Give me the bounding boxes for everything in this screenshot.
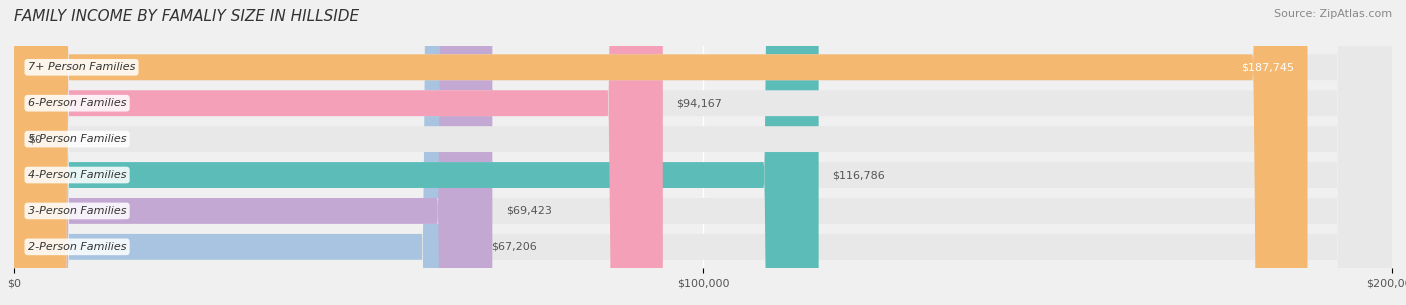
FancyBboxPatch shape bbox=[14, 0, 662, 305]
Text: Source: ZipAtlas.com: Source: ZipAtlas.com bbox=[1274, 9, 1392, 19]
FancyBboxPatch shape bbox=[14, 0, 818, 305]
Text: 7+ Person Families: 7+ Person Families bbox=[28, 62, 135, 72]
Text: 5-Person Families: 5-Person Families bbox=[28, 134, 127, 144]
FancyBboxPatch shape bbox=[14, 0, 1308, 305]
FancyBboxPatch shape bbox=[14, 0, 1392, 305]
Text: $67,206: $67,206 bbox=[491, 242, 537, 252]
FancyBboxPatch shape bbox=[14, 0, 492, 305]
Text: 4-Person Families: 4-Person Families bbox=[28, 170, 127, 180]
Text: 2-Person Families: 2-Person Families bbox=[28, 242, 127, 252]
FancyBboxPatch shape bbox=[14, 0, 1392, 305]
Text: $187,745: $187,745 bbox=[1240, 62, 1294, 72]
Text: $116,786: $116,786 bbox=[832, 170, 886, 180]
Text: 6-Person Families: 6-Person Families bbox=[28, 98, 127, 108]
Text: 3-Person Families: 3-Person Families bbox=[28, 206, 127, 216]
Text: $0: $0 bbox=[28, 134, 42, 144]
FancyBboxPatch shape bbox=[14, 0, 1392, 305]
Text: $69,423: $69,423 bbox=[506, 206, 553, 216]
FancyBboxPatch shape bbox=[14, 0, 477, 305]
FancyBboxPatch shape bbox=[14, 0, 1392, 305]
FancyBboxPatch shape bbox=[14, 0, 1392, 305]
Text: FAMILY INCOME BY FAMALIY SIZE IN HILLSIDE: FAMILY INCOME BY FAMALIY SIZE IN HILLSID… bbox=[14, 9, 359, 24]
Text: $94,167: $94,167 bbox=[676, 98, 723, 108]
FancyBboxPatch shape bbox=[14, 0, 1392, 305]
